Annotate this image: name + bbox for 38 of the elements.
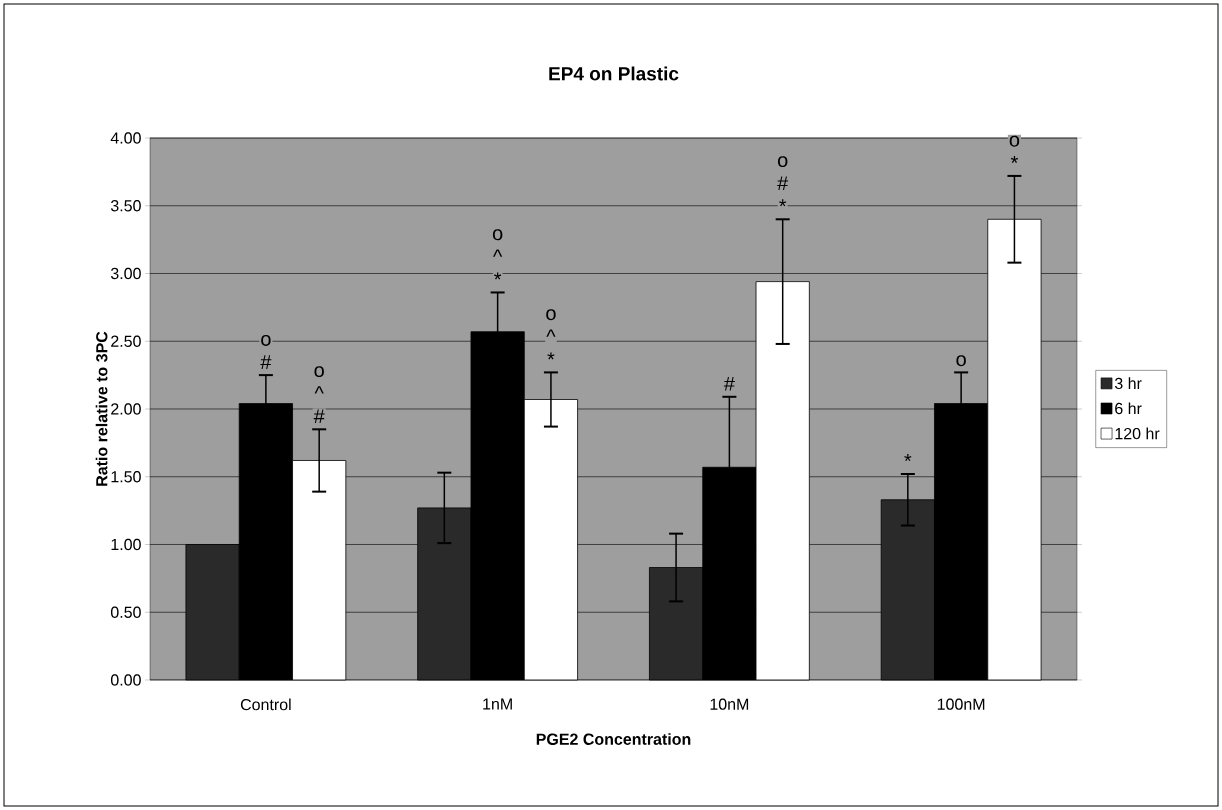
chart-title: EP4 on Plastic [549, 66, 679, 81]
annotation: * [1010, 155, 1019, 163]
annotation: * [547, 352, 555, 360]
y-tick-label: 0.50 [110, 606, 141, 618]
annotation: o [1009, 135, 1020, 147]
annotation: o [492, 229, 503, 241]
x-tick-label: Control [240, 698, 291, 711]
y-tick-label: 0.00 [110, 674, 141, 686]
annotation: * [904, 454, 912, 462]
annotation: o [956, 355, 966, 367]
annotation: o [261, 334, 271, 346]
annotation: o [314, 366, 324, 378]
annotation: # [260, 355, 272, 369]
legend-label: 6 hr [1115, 402, 1142, 415]
y-tick-label: 1.00 [111, 538, 141, 551]
y-tick-label: 2.00 [111, 403, 141, 415]
y-tick-label: 2.50 [111, 335, 141, 347]
x-axis-title: PGE2 Concentration [536, 733, 691, 745]
annotation: # [723, 376, 735, 391]
annotation: o [546, 309, 556, 321]
annotation: * [494, 272, 502, 280]
annotation: # [313, 409, 325, 424]
x-tick-label: 10nM [710, 698, 749, 710]
annotation: o [777, 156, 788, 168]
y-axis-title: Ratio relative to 3PC [95, 331, 108, 486]
annotation: * [779, 199, 787, 207]
y-tick-label: 1.50 [111, 471, 141, 483]
legend-label: 3 hr [1114, 377, 1142, 390]
annotation: ^ [314, 386, 324, 394]
y-tick-label: 3.50 [110, 200, 141, 212]
x-tick-label: 100nM [937, 698, 985, 710]
y-tick-label: 3.00 [110, 267, 141, 280]
annotation: # [777, 176, 789, 191]
x-tick-label: 1nM [483, 698, 512, 710]
annotation: ^ [546, 329, 556, 337]
annotation: ^ [493, 249, 503, 257]
y-tick-label: 4.00 [110, 132, 141, 144]
legend-label: 120 hr [1115, 427, 1160, 440]
